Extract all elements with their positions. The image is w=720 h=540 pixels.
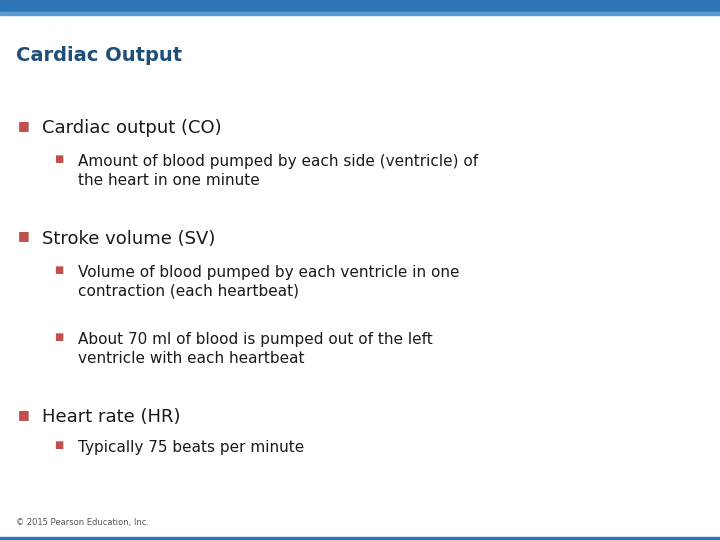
- Text: ■: ■: [18, 230, 30, 242]
- Text: Typically 75 beats per minute: Typically 75 beats per minute: [78, 440, 304, 455]
- Text: Stroke volume (SV): Stroke volume (SV): [42, 230, 215, 247]
- Bar: [0, 12, 720, 15]
- Text: Heart rate (HR): Heart rate (HR): [42, 408, 180, 426]
- Text: ■: ■: [54, 154, 63, 164]
- Text: ■: ■: [54, 332, 63, 342]
- Bar: [0, 0, 720, 12]
- Text: Cardiac output (CO): Cardiac output (CO): [42, 119, 221, 137]
- Text: ■: ■: [54, 440, 63, 450]
- Text: Cardiac Output: Cardiac Output: [16, 46, 182, 65]
- Text: Volume of blood pumped by each ventricle in one
contraction (each heartbeat): Volume of blood pumped by each ventricle…: [78, 265, 459, 299]
- Text: ■: ■: [18, 119, 30, 132]
- Text: ■: ■: [18, 408, 30, 421]
- Text: Amount of blood pumped by each side (ventricle) of
the heart in one minute: Amount of blood pumped by each side (ven…: [78, 154, 478, 188]
- Text: © 2015 Pearson Education, Inc.: © 2015 Pearson Education, Inc.: [16, 517, 149, 526]
- Text: About 70 ml of blood is pumped out of the left
ventricle with each heartbeat: About 70 ml of blood is pumped out of th…: [78, 332, 433, 366]
- Text: ■: ■: [54, 265, 63, 275]
- Bar: [0, 537, 720, 540]
